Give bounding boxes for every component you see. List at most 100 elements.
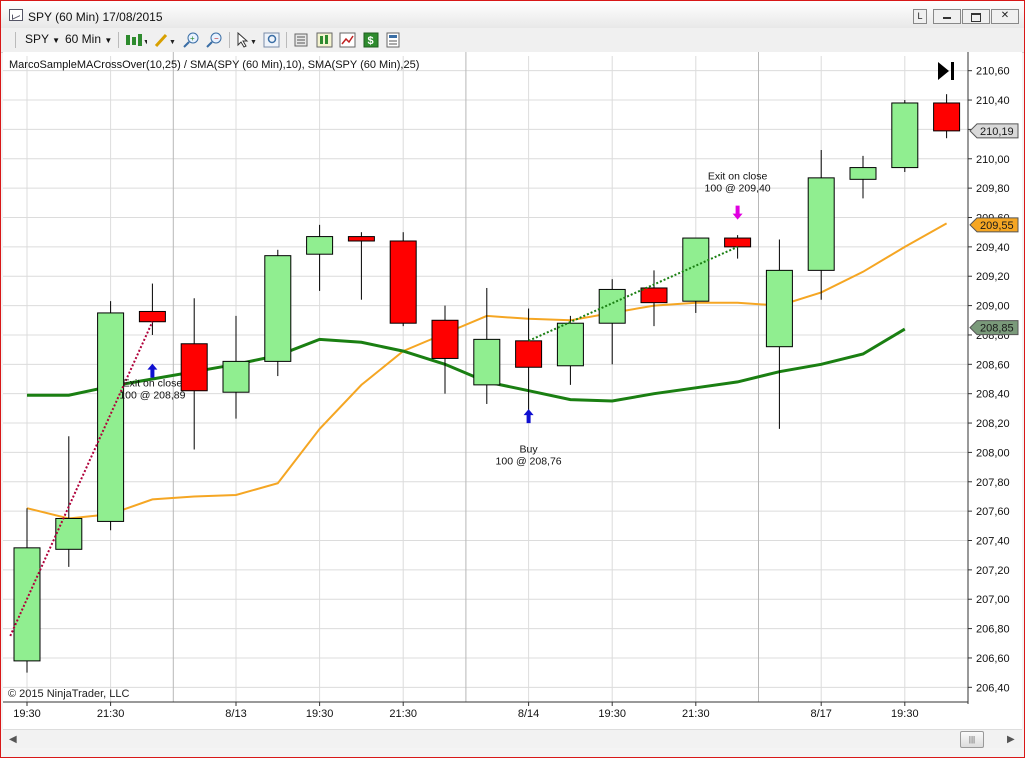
y-tick-label: 210,00 (976, 154, 1010, 166)
zoom-out-icon[interactable]: − (206, 32, 222, 48)
y-tick-label: 208,60 (976, 359, 1010, 371)
candle-up (556, 322, 584, 367)
svg-text:▼: ▼ (169, 39, 176, 46)
candle-down (933, 102, 961, 132)
candle-down (515, 340, 543, 368)
zoom-in-icon[interactable]: + (183, 32, 199, 48)
link-button[interactable]: L (913, 9, 927, 24)
trade-label: Exit on close (123, 377, 183, 389)
price-marker-label: 208,85 (980, 323, 1014, 335)
candle-up (598, 288, 626, 324)
svg-text:▼: ▼ (143, 39, 147, 46)
chevron-down-icon: ▼ (52, 36, 61, 45)
scroll-right-icon[interactable]: ▶ (1007, 734, 1015, 745)
toolbar: SPY ▼ 60 Min ▼ ▼ ▼ + − ▼ (1, 28, 1024, 53)
close-button[interactable]: ✕ (991, 9, 1019, 24)
trade-line (9, 321, 154, 637)
interval-selector[interactable]: 60 Min ▼ (65, 32, 112, 46)
scrollbar-thumb[interactable]: ||| (960, 731, 984, 748)
sma-slow-line (27, 327, 906, 403)
draw-tool-icon[interactable]: ▼ (154, 32, 176, 48)
y-tick-label: 207,40 (976, 536, 1010, 548)
toolbar-separator (286, 32, 287, 48)
y-tick-label: 209,80 (976, 183, 1010, 195)
instrument-label: SPY (25, 32, 49, 46)
price-marker (969, 217, 1019, 233)
candle-down (640, 287, 668, 304)
candle-down (347, 236, 375, 242)
toolbar-grip (15, 32, 16, 48)
strategy-icon[interactable] (339, 32, 356, 48)
price-axis-layer: 210,60210,40210,20210,00209,80209,60209,… (967, 52, 1019, 704)
maximize-button[interactable] (962, 9, 990, 24)
x-tick-label: 19:30 (306, 708, 334, 720)
y-tick-label: 207,20 (976, 565, 1010, 577)
trade-label: 100 @ 209,40 (705, 182, 771, 194)
properties-icon[interactable] (293, 32, 309, 48)
price-marker (969, 123, 1019, 139)
y-tick-label: 209,20 (976, 271, 1010, 283)
candle-up (264, 255, 292, 362)
go-to-end-icon[interactable] (938, 62, 954, 80)
candle-up (807, 177, 835, 271)
candle-up (222, 360, 250, 393)
candle-down (389, 240, 417, 324)
x-tick-label: 19:30 (891, 708, 919, 720)
y-tick-label: 208,40 (976, 389, 1010, 401)
x-tick-label: 8/17 (810, 708, 831, 720)
bar-type-icon[interactable]: ▼ (125, 32, 150, 48)
minimize-button[interactable] (933, 9, 961, 24)
toolbar-separator (229, 32, 230, 48)
candle-down (724, 237, 752, 248)
y-tick-label: 207,60 (976, 506, 1010, 518)
candle-up (849, 167, 877, 180)
copyright-label: © 2015 NinjaTrader, LLC (8, 688, 129, 700)
toolbar-separator (118, 32, 119, 48)
candle-up (473, 338, 501, 386)
y-tick-label: 209,40 (976, 242, 1010, 254)
candle-up (891, 102, 919, 169)
y-tick-label: 206,40 (976, 682, 1010, 694)
y-tick-label: 207,00 (976, 594, 1010, 606)
x-tick-label: 8/13 (225, 708, 246, 720)
indicator-list-icon[interactable] (385, 32, 401, 48)
x-tick-label: 19:30 (598, 708, 626, 720)
session-break-layer (172, 52, 759, 702)
x-tick-label: 19:30 (13, 708, 41, 720)
price-marker (969, 320, 1019, 336)
x-tick-label: 21:30 (389, 708, 417, 720)
svg-text:−: − (214, 34, 219, 43)
magnifier-icon[interactable] (263, 32, 280, 48)
trade-label: Buy (520, 443, 539, 455)
instrument-selector[interactable]: SPY ▼ (25, 32, 60, 46)
data-box-icon[interactable] (316, 32, 333, 48)
svg-text:▼: ▼ (250, 39, 257, 46)
window-title: SPY (60 Min) 17/08/2015 (28, 10, 163, 24)
arrow-down-icon (732, 205, 743, 220)
arrow-up-icon (147, 363, 158, 378)
candle-down (138, 310, 166, 323)
x-tick-label: 8/14 (518, 708, 539, 720)
candles-layer (13, 94, 961, 673)
indicator-label: MarcoSampleMACrossOver(10,25) / SMA(SPY … (9, 59, 419, 71)
chart-window-icon (9, 9, 23, 21)
chart-panel[interactable]: Exit on close 100 @ 208,89 Buy 100 @ 208,76… (3, 52, 1022, 729)
y-tick-label: 206,80 (976, 624, 1010, 636)
time-axis-layer: 19:30 21:30 8/13 19:30 21:30 8/14 19:30 21:30 8/… (3, 701, 968, 720)
candle-up (306, 236, 334, 255)
trade-lines-layer (9, 245, 739, 637)
candle-up (765, 269, 793, 348)
trade-label: 100 @ 208,89 (119, 389, 185, 401)
cursor-icon[interactable]: ▼ (235, 31, 257, 48)
y-tick-label: 209,00 (976, 301, 1010, 313)
dollar-icon[interactable]: $ (363, 32, 379, 48)
scroll-left-icon[interactable]: ◀ (9, 734, 17, 745)
horizontal-scrollbar[interactable]: ◀ ||| ▶ (3, 729, 1022, 748)
x-tick-label: 21:30 (97, 708, 125, 720)
candle-up (55, 517, 83, 550)
title-bar[interactable]: SPY (60 Min) 17/08/2015 L ✕ (1, 1, 1024, 28)
y-tick-label: 207,80 (976, 477, 1010, 489)
candle-down (180, 343, 208, 392)
